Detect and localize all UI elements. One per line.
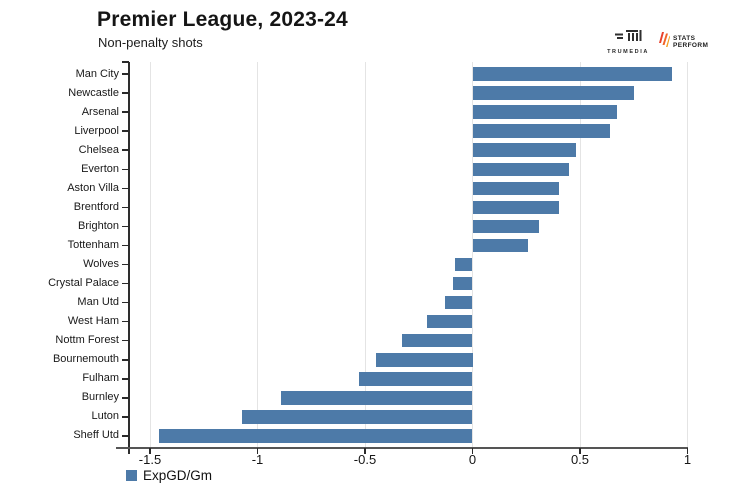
y-tick <box>122 225 129 228</box>
bar-burnley <box>281 391 473 405</box>
y-axis-label-fulham: Fulham <box>82 372 119 385</box>
x-axis-label: 0.5 <box>570 452 590 467</box>
x-tick <box>256 448 259 454</box>
bar-aston-villa <box>472 181 559 196</box>
y-tick <box>122 320 129 323</box>
y-axis-label-wolves: Wolves <box>83 258 119 270</box>
bar-luton <box>242 410 473 424</box>
y-tick <box>122 73 129 75</box>
legend: ExpGD/Gm <box>126 468 212 483</box>
y-axis-label-newcastle: Newcastle <box>68 86 119 99</box>
gridline <box>257 62 258 448</box>
y-axis-label-brentford: Brentford <box>73 200 119 213</box>
y-tick <box>122 244 129 247</box>
y-axis-label-bournemouth: Bournemouth <box>52 353 119 366</box>
page-title: Premier League, 2023-24 <box>97 8 348 31</box>
y-axis-label-aston-villa: Aston Villa <box>67 181 119 194</box>
y-tick <box>122 187 129 190</box>
bar-brighton <box>472 219 540 234</box>
y-axis-label-nottm-forest: Nottm Forest <box>55 334 119 347</box>
y-axis-label-crystal-palace: Crystal Palace <box>48 277 119 290</box>
bar-everton <box>472 162 570 176</box>
x-tick <box>579 448 581 454</box>
x-tick <box>686 448 689 454</box>
y-axis-label-luton: Luton <box>91 410 119 423</box>
gridline <box>364 62 366 448</box>
y-tick <box>122 435 129 437</box>
y-tick <box>122 339 129 342</box>
y-axis-label-everton: Everton <box>81 162 119 175</box>
bar-man-utd <box>444 295 473 310</box>
x-axis-label: 0 <box>468 452 477 467</box>
y-tick <box>122 92 129 94</box>
bar-fulham <box>358 372 473 386</box>
y-axis-label-man-utd: Man Utd <box>77 296 119 309</box>
y-axis-label-man-city: Man City <box>75 67 119 80</box>
bar-chelsea <box>472 143 576 157</box>
legend-swatch-icon <box>126 470 137 481</box>
trumedia-logo-text: TRUMEDIA <box>607 49 649 55</box>
statsperform-text-line1: STATS <box>673 35 696 42</box>
y-tick <box>122 168 129 170</box>
bar-tottenham <box>472 238 529 253</box>
bar-west-ham <box>427 314 473 329</box>
gridline <box>687 62 688 448</box>
x-axis-label: -0.5 <box>353 452 377 467</box>
y-tick <box>122 149 129 151</box>
legend-label: ExpGD/Gm <box>143 468 213 483</box>
x-tick <box>471 448 474 454</box>
x-axis-label: -1 <box>251 452 264 467</box>
statsperform-logo: STATS PERFORM <box>657 31 708 53</box>
y-tick <box>122 282 129 285</box>
y-axis-end-tick <box>122 61 129 63</box>
y-axis-label-west-ham: West Ham <box>67 315 119 328</box>
y-axis-label-liverpool: Liverpool <box>74 124 119 137</box>
gridline <box>472 62 473 448</box>
statsperform-text-line2: PERFORM <box>673 42 709 49</box>
bar-arsenal <box>472 105 617 119</box>
bar-nottm-forest <box>401 333 473 348</box>
y-axis-label-tottenham: Tottenham <box>67 238 119 251</box>
x-axis-line <box>116 446 688 449</box>
y-tick <box>122 378 129 380</box>
statsperform-logo-text: STATS PERFORM <box>673 35 708 49</box>
y-tick <box>122 130 129 132</box>
bar-bournemouth <box>375 353 473 367</box>
bar-sheff-utd <box>158 429 473 443</box>
x-axis-label: 1 <box>683 452 692 467</box>
y-tick <box>122 263 129 266</box>
bar-newcastle <box>472 86 634 100</box>
bar-brentford <box>472 200 559 215</box>
y-tick <box>122 416 129 418</box>
chart-subtitle: Non-penalty shots <box>98 35 203 50</box>
bar-man-city <box>472 67 673 81</box>
gridline <box>579 62 581 448</box>
y-axis-label-burnley: Burnley <box>81 391 119 404</box>
x-axis-label: -1.5 <box>138 452 162 467</box>
y-axis-line <box>128 62 130 454</box>
y-tick <box>122 397 129 399</box>
y-tick <box>122 111 129 113</box>
bar-liverpool <box>472 124 611 138</box>
y-tick <box>122 359 129 361</box>
x-tick <box>364 448 366 454</box>
x-tick <box>149 448 151 454</box>
bar-crystal-palace <box>453 276 473 291</box>
y-axis-label-brighton: Brighton <box>78 219 119 232</box>
gridline <box>149 62 151 448</box>
y-axis-label-chelsea: Chelsea <box>78 143 119 156</box>
trumedia-logo: TRUMEDIA <box>602 29 654 55</box>
bar-wolves <box>455 257 473 272</box>
y-axis-label-sheff-utd: Sheff Utd <box>73 429 119 442</box>
y-tick <box>122 301 129 304</box>
statsperform-logo-icon <box>657 31 670 53</box>
y-tick <box>122 206 129 209</box>
trumedia-logo-icon <box>614 29 642 47</box>
y-axis-label-arsenal: Arsenal <box>81 105 119 118</box>
